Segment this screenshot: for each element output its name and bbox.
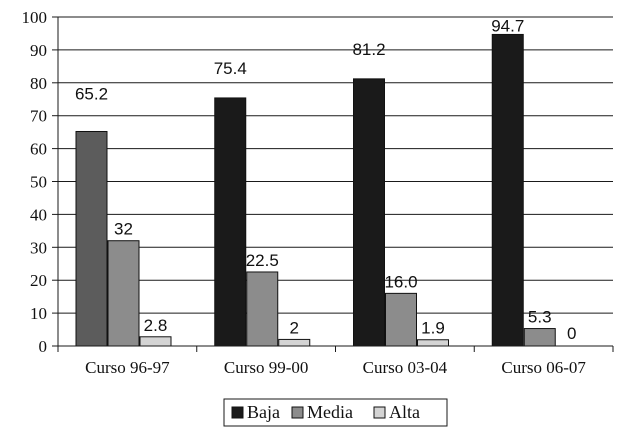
data-label: 81.2 xyxy=(352,40,385,59)
legend-swatch-baja xyxy=(231,406,244,419)
bar-baja xyxy=(353,78,385,347)
y-tick-label: 70 xyxy=(30,107,47,126)
bar-media xyxy=(523,328,556,347)
bar-baja xyxy=(491,33,524,347)
y-tick-label: 30 xyxy=(30,238,47,257)
data-label: 0 xyxy=(567,324,576,343)
gridlines xyxy=(58,16,613,314)
y-tick-label: 60 xyxy=(30,140,47,159)
y-tick-label: 40 xyxy=(30,205,47,224)
bar-media xyxy=(385,292,417,347)
bar-baja xyxy=(214,97,247,347)
data-label: 32 xyxy=(114,220,133,239)
data-label: 75.4 xyxy=(214,59,247,78)
data-label: 2.8 xyxy=(144,316,168,335)
bar-media xyxy=(107,240,140,347)
axes xyxy=(52,16,614,352)
data-label: 22.5 xyxy=(246,251,279,270)
data-label: 2 xyxy=(290,318,299,337)
data-label: 16.0 xyxy=(384,272,417,291)
bars xyxy=(75,33,556,347)
y-tick-label: 10 xyxy=(30,304,47,323)
data-label: 1.9 xyxy=(421,319,445,338)
legend-label-media: Media xyxy=(307,402,353,422)
bar-media xyxy=(246,271,279,347)
x-category-label: Curso 06-07 xyxy=(501,358,586,377)
bar-alta xyxy=(417,339,449,347)
legend-swatch-alta xyxy=(373,406,386,419)
data-label: 5.3 xyxy=(528,308,552,327)
bar-baja xyxy=(75,130,108,347)
legend-label-alta: Alta xyxy=(389,402,420,422)
data-label: 65.2 xyxy=(75,84,108,103)
y-tick-label: 20 xyxy=(30,271,47,290)
y-tick-label: 0 xyxy=(39,337,48,356)
legend-box xyxy=(223,398,448,427)
x-category-label: Curso 96-97 xyxy=(85,358,170,377)
data-labels: 65.2 75.4 81.2 94.7 32 22.5 16.0 5.3 2.8 2 1.9 0 xyxy=(75,16,577,343)
x-category-label: Curso 99-00 xyxy=(224,358,309,377)
bar-alta xyxy=(278,338,311,347)
y-tick-label: 100 xyxy=(22,8,48,27)
y-tick-label: 80 xyxy=(30,74,47,93)
legend: Baja Media Alta xyxy=(223,398,448,427)
legend-label-baja: Baja xyxy=(247,402,280,422)
y-tick-label: 50 xyxy=(30,173,47,192)
category-labels: Curso 96-97 Curso 99-00 Curso 03-04 Curso 0… xyxy=(85,358,586,377)
data-label: 94.7 xyxy=(491,16,524,35)
y-tick-label: 90 xyxy=(30,41,47,60)
y-axis-tick-labels: 0 10 20 30 40 50 60 70 80 90 100 xyxy=(22,8,48,356)
legend-swatch-media xyxy=(291,406,304,419)
x-category-label: Curso 03-04 xyxy=(363,358,448,377)
bar-alta xyxy=(139,336,172,347)
